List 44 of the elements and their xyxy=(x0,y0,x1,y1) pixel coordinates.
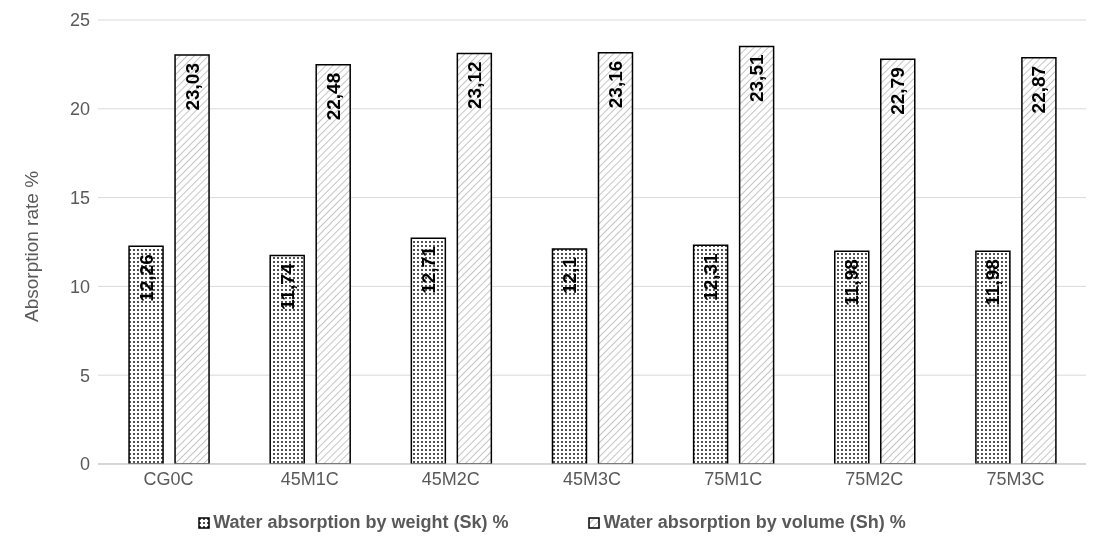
data-label: 12,71 xyxy=(417,245,439,294)
x-tick-label: 45M2C xyxy=(421,468,480,489)
data-label: 23,51 xyxy=(746,54,768,103)
bar xyxy=(410,237,447,464)
data-label: 11,98 xyxy=(841,259,863,306)
data-label: 11,74 xyxy=(276,263,298,310)
y-tick-label: 5 xyxy=(79,365,90,386)
legend-label: Water absorption by weight (Sk) % xyxy=(212,512,509,533)
data-label: 11,98 xyxy=(982,259,1004,306)
data-label: 22,87 xyxy=(1028,65,1050,114)
bar xyxy=(551,248,588,464)
y-tick-label: 20 xyxy=(69,99,90,120)
bar xyxy=(692,244,729,464)
x-tick-label: 75M1C xyxy=(704,468,763,489)
y-tick-label: 15 xyxy=(69,187,90,208)
bar xyxy=(880,58,916,464)
y-tick-label: 10 xyxy=(69,276,90,297)
bar xyxy=(738,45,775,464)
bar xyxy=(128,245,164,464)
legend-label: Water absorption by volume (Sh) % xyxy=(602,512,906,533)
bar xyxy=(269,254,305,464)
x-tick-label: 75M3C xyxy=(986,468,1045,489)
bar xyxy=(174,54,210,464)
bar xyxy=(834,250,870,464)
data-label: 22,79 xyxy=(887,67,909,115)
bar xyxy=(456,52,493,464)
bar xyxy=(975,250,1011,464)
data-label: 23,16 xyxy=(604,60,626,109)
data-label: 12,31 xyxy=(700,252,722,301)
x-tick-label: 45M1C xyxy=(280,468,339,489)
bar xyxy=(315,64,351,464)
data-label: 23,03 xyxy=(181,62,203,111)
data-label: 23,12 xyxy=(463,61,485,109)
data-label: 12,1 xyxy=(558,256,580,295)
data-label: 22,48 xyxy=(322,72,344,121)
y-axis-title: Absorption rate % xyxy=(20,170,42,322)
y-tick-label: 0 xyxy=(79,454,90,475)
x-tick-label: 75M2C xyxy=(845,468,904,489)
x-tick-label: 45M3C xyxy=(562,468,622,489)
y-tick-label: 25 xyxy=(69,10,90,31)
data-label: 12,26 xyxy=(135,254,157,302)
bar xyxy=(597,51,634,464)
x-tick-label: CG0C xyxy=(143,468,194,489)
bar xyxy=(1021,57,1057,464)
